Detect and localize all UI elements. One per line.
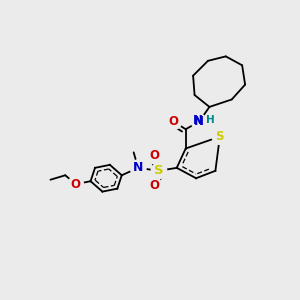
Text: N: N [194, 115, 204, 128]
Text: S: S [154, 164, 164, 177]
Text: O: O [71, 178, 81, 191]
Text: H: H [206, 115, 215, 125]
Circle shape [191, 114, 207, 130]
Circle shape [147, 148, 162, 164]
Circle shape [147, 178, 162, 194]
Text: S: S [216, 130, 224, 143]
Text: O: O [149, 149, 160, 162]
Text: O: O [169, 115, 179, 128]
Circle shape [212, 129, 228, 144]
Text: N: N [133, 161, 143, 174]
Circle shape [130, 160, 146, 176]
Circle shape [130, 160, 146, 176]
Text: N: N [193, 114, 202, 127]
Text: O: O [149, 179, 160, 192]
Circle shape [151, 163, 166, 178]
Circle shape [68, 176, 83, 192]
Circle shape [166, 114, 182, 130]
